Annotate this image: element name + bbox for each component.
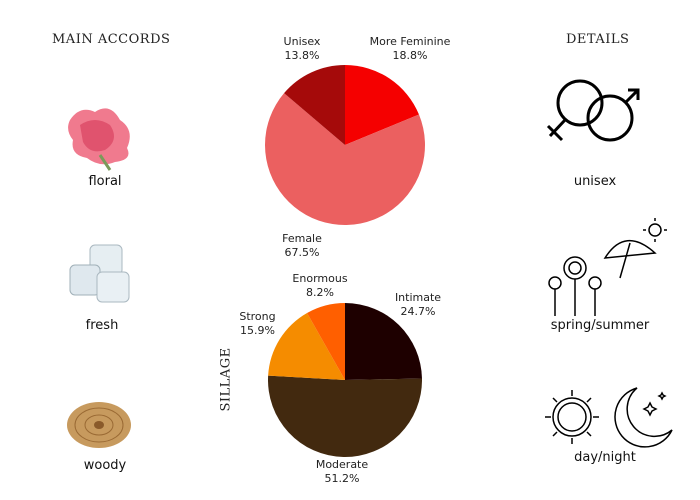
detail-season-label: spring/summer bbox=[550, 318, 650, 333]
pie-label-enormous: Enormous 8.2% bbox=[292, 272, 348, 299]
sun-moon-icon bbox=[545, 387, 673, 448]
pie-slice-strong bbox=[268, 312, 345, 380]
accord-floral-label: floral bbox=[88, 174, 122, 189]
sillage-title: SILLAGE bbox=[218, 347, 234, 412]
gender-symbols-icon bbox=[546, 79, 640, 142]
pie-slice-intimate bbox=[345, 303, 422, 380]
pie-slice-enormous bbox=[307, 303, 345, 380]
ice-cubes-image bbox=[69, 244, 130, 303]
detail-unisex-label: unisex bbox=[573, 174, 617, 189]
detail-time-label: day/night bbox=[574, 450, 636, 465]
pie-slice-female bbox=[265, 93, 425, 225]
pie-label-intimate: Intimate 24.7% bbox=[394, 291, 442, 318]
flowers-umbrella-icon bbox=[548, 218, 667, 316]
pie-label-strong: Strong 15.9% bbox=[239, 310, 276, 337]
accord-fresh-label: fresh bbox=[85, 318, 119, 333]
accord-woody-label: woody bbox=[83, 458, 127, 473]
details-title: DETAILS bbox=[566, 32, 630, 47]
carnation-flower-image bbox=[68, 108, 130, 171]
pie-slice-unisex bbox=[284, 65, 345, 145]
pie-label-female: Female 67.5% bbox=[282, 232, 322, 259]
pie-slice-moderate bbox=[268, 375, 422, 457]
pie-label-unisex: Unisex 13.8% bbox=[283, 35, 321, 62]
wood-slice-image bbox=[67, 402, 131, 448]
pie-slice-more-feminine bbox=[345, 65, 419, 145]
pie-label-moderate: Moderate 51.2% bbox=[315, 458, 369, 485]
main-accords-title: MAIN ACCORDS bbox=[52, 32, 171, 47]
pie-label-more-feminine: More Feminine 18.8% bbox=[369, 35, 451, 62]
